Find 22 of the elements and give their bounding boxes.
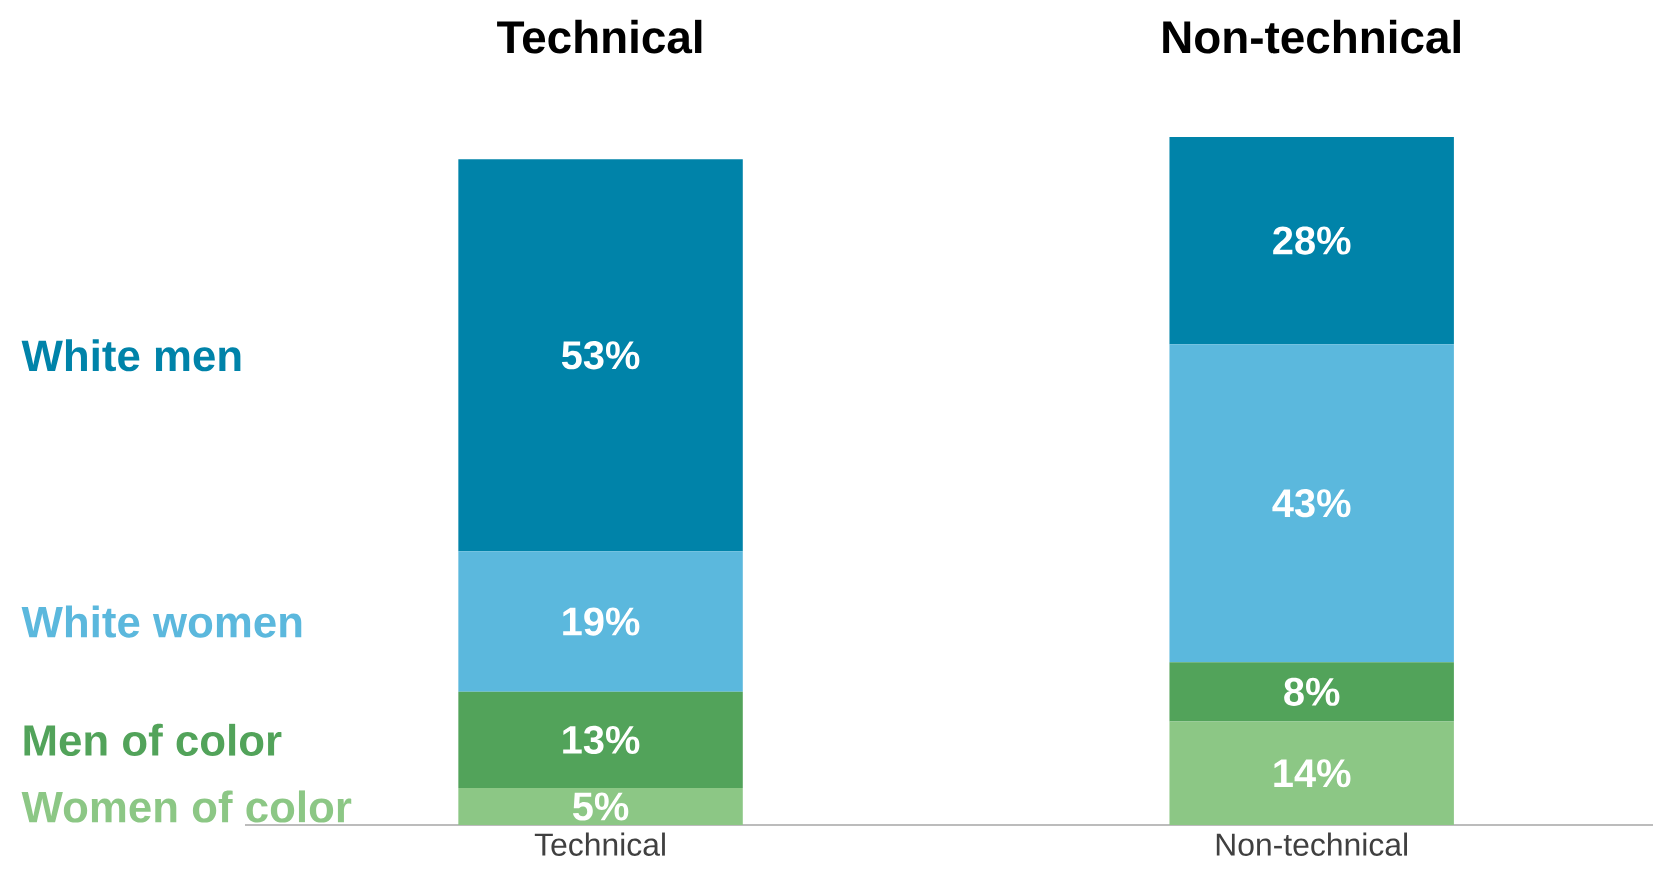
bar [458,691,743,789]
bar [458,788,743,825]
text: White women [21,605,302,638]
bar [1169,662,1454,722]
data-label: 5% [572,792,629,821]
bar [1169,137,1454,345]
text: Women of color [21,790,352,823]
text: Technical [497,19,702,54]
data-label: 19% [563,607,640,636]
text: White men [21,339,241,372]
data-label: 14% [1274,759,1351,788]
text: Men of color [24,723,282,757]
bar [1169,721,1454,825]
data-label: 53% [561,341,640,370]
data-label: 8% [1284,677,1340,706]
bar [1169,344,1454,663]
data-label: 43% [1272,489,1351,518]
data-label: 28% [1273,226,1351,255]
bar [458,551,743,692]
text: Non-technical [1163,19,1460,54]
bar [458,159,743,552]
data-label: 13% [563,725,640,755]
